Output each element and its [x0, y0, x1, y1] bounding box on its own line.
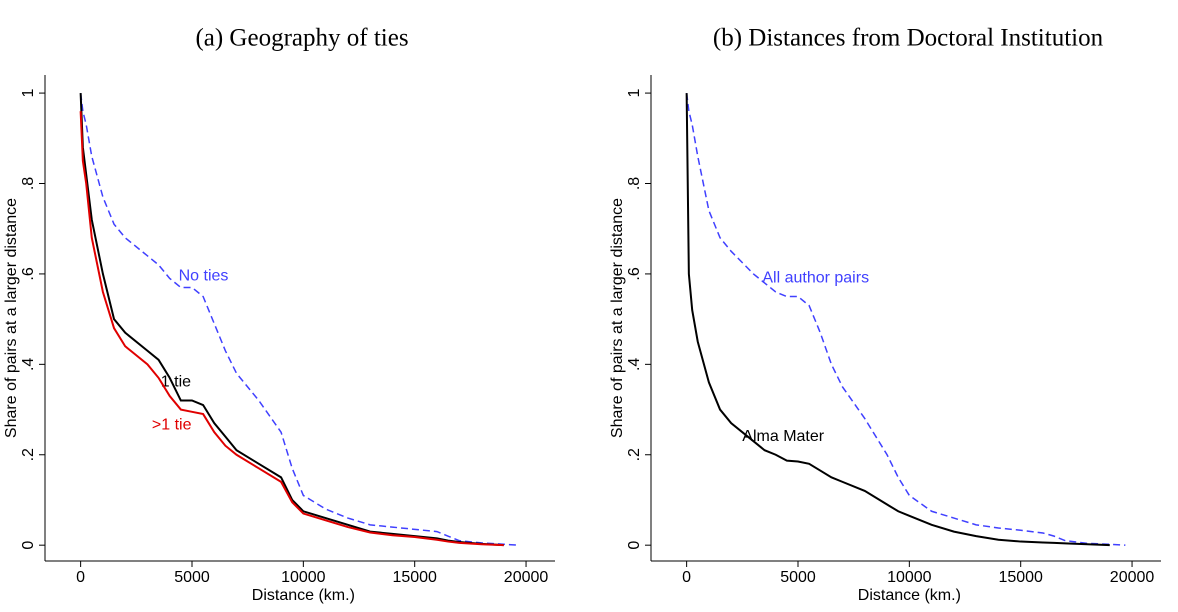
x-tick-label: 15000 [998, 569, 1043, 586]
series-line [79, 111, 504, 547]
y-tick-label: .8 [20, 177, 37, 190]
series-label: No ties [179, 267, 229, 284]
x-tick-label: 15000 [392, 569, 437, 586]
y-tick-label: .6 [626, 267, 643, 280]
y-tick-label: .4 [626, 358, 643, 371]
x-tick-label: 5000 [780, 569, 816, 586]
y-tick-label: 1 [626, 89, 643, 98]
x-tick-label: 10000 [281, 569, 326, 586]
series-label: >1 tie [152, 417, 192, 434]
series-label: 1 tie [161, 374, 191, 391]
y-tick-label: .4 [20, 358, 37, 371]
x-tick-label: 10000 [887, 569, 932, 586]
series-label: All author pairs [762, 270, 869, 287]
series-line [685, 93, 1110, 547]
x-tick-label: 20000 [1110, 569, 1155, 586]
y-tick-label: 0 [626, 541, 643, 550]
chart-title: (a) Geography of ties [195, 25, 408, 52]
series-label: Alma Mater [742, 428, 824, 445]
x-axis-title: Distance (km.) [858, 587, 961, 604]
y-tick-label: .8 [626, 177, 643, 190]
x-axis-title: Distance (km.) [252, 587, 355, 604]
y-tick-label: 0 [20, 541, 37, 550]
series-line [79, 93, 504, 547]
y-tick-label: .2 [20, 448, 37, 461]
x-tick-label: 20000 [504, 569, 549, 586]
y-axis-title: Share of pairs at a larger distance [3, 198, 20, 438]
series-line [79, 92, 520, 546]
chart-title: (b) Distances from Doctoral Institution [713, 25, 1104, 52]
y-tick-label: .6 [20, 267, 37, 280]
series-line [685, 92, 1126, 546]
y-tick-label: 1 [20, 89, 37, 98]
x-tick-label: 0 [682, 569, 691, 586]
x-tick-label: 5000 [174, 569, 210, 586]
x-tick-label: 0 [76, 569, 85, 586]
y-tick-label: .2 [626, 448, 643, 461]
y-axis-title: Share of pairs at a larger distance [609, 198, 626, 438]
